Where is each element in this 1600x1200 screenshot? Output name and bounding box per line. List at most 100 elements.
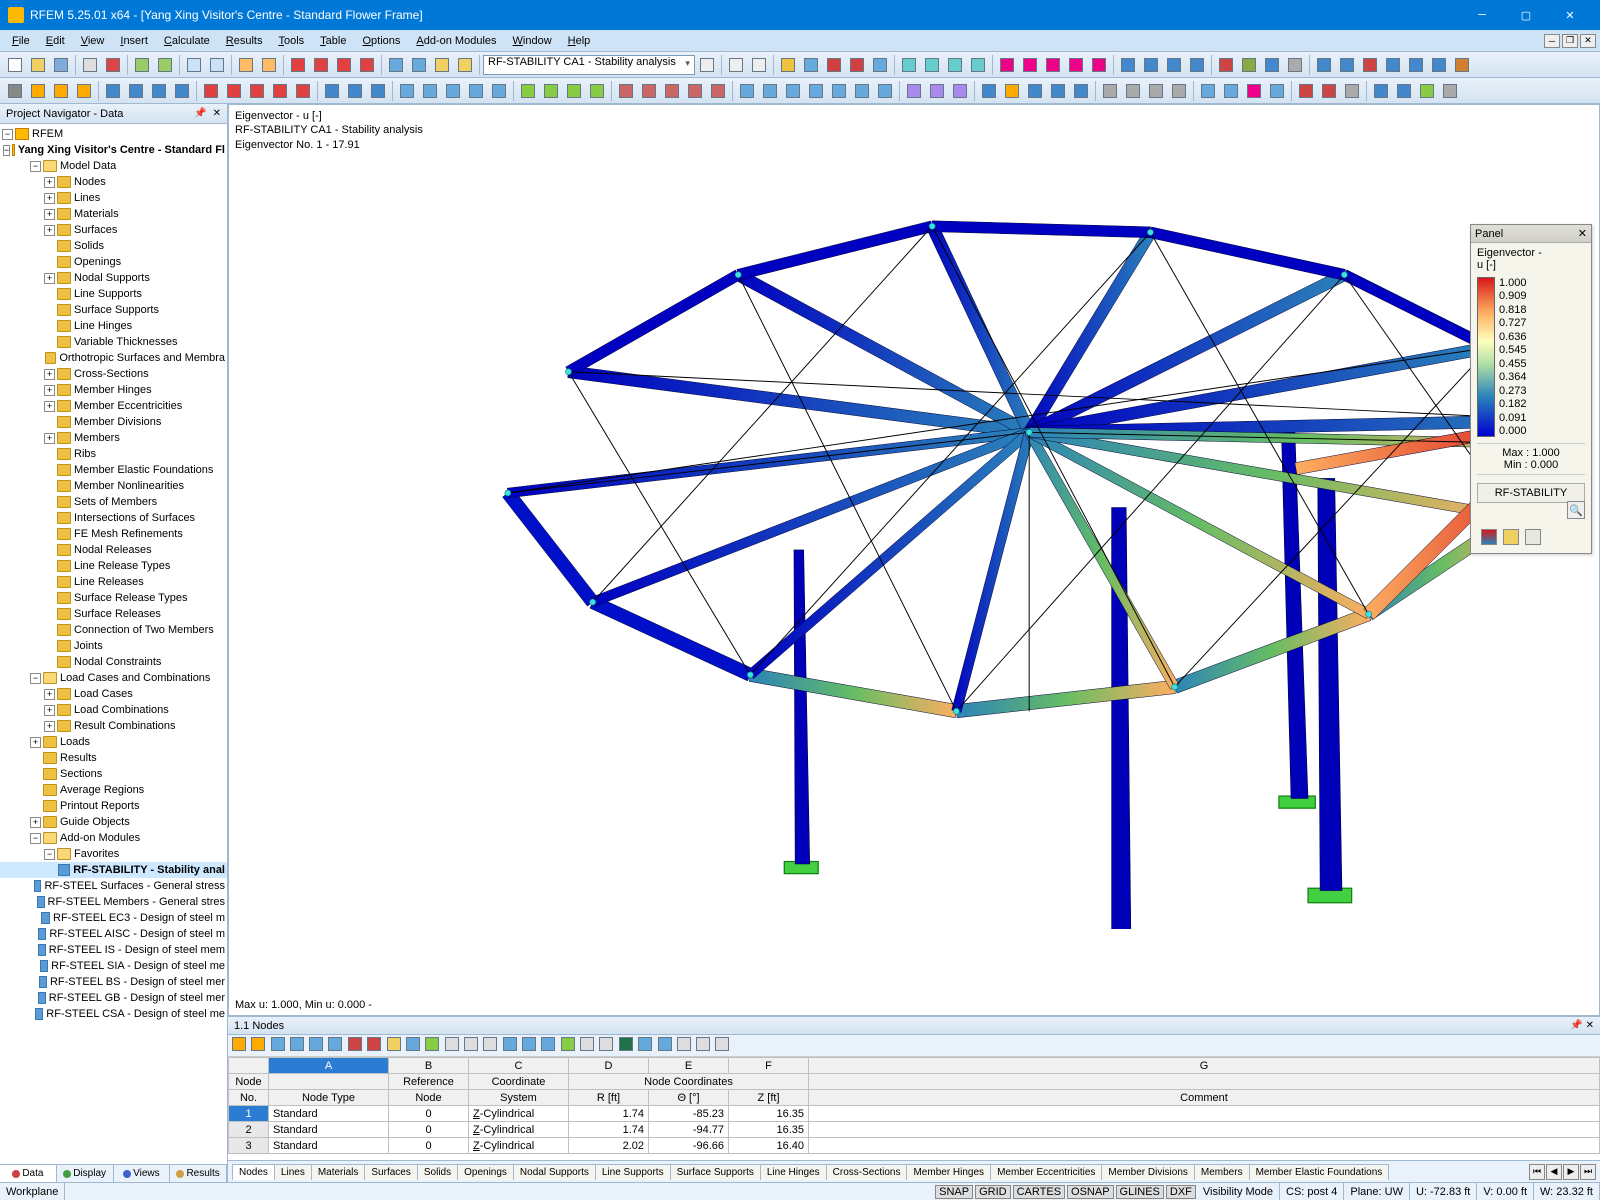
toolbar-button[interactable]	[406, 1037, 424, 1055]
tree-node[interactable]: −Model Data	[0, 158, 227, 174]
tree-node[interactable]: Surface Supports	[0, 302, 227, 318]
panel-tab-filter-icon[interactable]	[1525, 529, 1541, 545]
tab-nav-button[interactable]: ⏮	[1529, 1164, 1545, 1180]
dropdown-icon[interactable]	[696, 54, 718, 76]
toolbar-button[interactable]	[1145, 80, 1167, 102]
table-tab-member-divisions[interactable]: Member Divisions	[1101, 1164, 1194, 1180]
nav-tab-results[interactable]: Results	[170, 1165, 227, 1182]
toolbar-button[interactable]	[1197, 80, 1219, 102]
toolbar-button[interactable]	[949, 80, 971, 102]
toolbar-button[interactable]	[541, 1037, 559, 1055]
table2-icon[interactable]	[258, 54, 280, 76]
tree-node[interactable]: RF-STEEL CSA - Design of steel me	[0, 1006, 227, 1022]
toolbar-button[interactable]	[1065, 54, 1087, 76]
toolbar-button[interactable]	[171, 80, 193, 102]
table-tab-surfaces[interactable]: Surfaces	[364, 1164, 417, 1180]
tree-node[interactable]: Member Divisions	[0, 414, 227, 430]
toolbar-button[interactable]	[1001, 80, 1023, 102]
status-visibility-mode[interactable]: Visibility Mode	[1197, 1183, 1280, 1200]
toolbar-button[interactable]	[561, 1037, 579, 1055]
tree-node[interactable]: RF-STEEL Surfaces - General stress	[0, 878, 227, 894]
panel-tab-factors-icon[interactable]	[1503, 529, 1519, 545]
toolbar-button[interactable]	[522, 1037, 540, 1055]
tree-node[interactable]: +Materials	[0, 206, 227, 222]
maximize-button[interactable]: ▢	[1504, 0, 1548, 30]
toolbar-button[interactable]	[328, 1037, 346, 1055]
toolbar-button[interactable]	[661, 80, 683, 102]
tab-nav-button[interactable]: ⏭	[1580, 1164, 1596, 1180]
tree-node[interactable]: Nodal Releases	[0, 542, 227, 558]
toolbar-button[interactable]	[869, 54, 891, 76]
toolbar-button[interactable]	[851, 80, 873, 102]
tree-node[interactable]: Sets of Members	[0, 494, 227, 510]
mdi-close-button[interactable]: ✕	[1580, 34, 1596, 48]
tree-node[interactable]: +Lines	[0, 190, 227, 206]
toolbar-button[interactable]	[27, 80, 49, 102]
toolbar-button[interactable]	[1024, 80, 1046, 102]
table-tab-solids[interactable]: Solids	[417, 1164, 458, 1180]
toolbar-button[interactable]	[246, 80, 268, 102]
tree-node[interactable]: −Load Cases and Combinations	[0, 670, 227, 686]
tree-node[interactable]: Surface Release Types	[0, 590, 227, 606]
save-icon[interactable]	[50, 54, 72, 76]
toolbar-button[interactable]	[50, 80, 72, 102]
tree-node[interactable]: Printout Reports	[0, 798, 227, 814]
toolbar-button[interactable]	[73, 80, 95, 102]
next-icon[interactable]	[748, 54, 770, 76]
status-toggle-glines[interactable]: GLINES	[1116, 1185, 1164, 1199]
tree-node[interactable]: +Loads	[0, 734, 227, 750]
toolbar-button[interactable]	[503, 1037, 521, 1055]
status-toggle-grid[interactable]: GRID	[975, 1185, 1011, 1199]
toolbar-button[interactable]	[517, 80, 539, 102]
toolbar-button[interactable]	[619, 1037, 637, 1055]
menu-help[interactable]: Help	[560, 33, 599, 49]
tree-node[interactable]: −Yang Xing Visitor's Centre - Standard F…	[0, 142, 227, 158]
tree-node[interactable]: RF-STEEL BS - Design of steel mer	[0, 974, 227, 990]
toolbar-button[interactable]	[419, 80, 441, 102]
mdi-restore-button[interactable]: ❐	[1562, 34, 1578, 48]
toolbar-button[interactable]	[445, 1037, 463, 1055]
toolbar-button[interactable]	[1318, 80, 1340, 102]
tree-node[interactable]: Member Elastic Foundations	[0, 462, 227, 478]
toolbar-button[interactable]	[292, 80, 314, 102]
redo-icon[interactable]	[154, 54, 176, 76]
tree-node[interactable]: RF-STABILITY - Stability anal	[0, 862, 227, 878]
toolbar-button[interactable]	[599, 1037, 617, 1055]
tree-node[interactable]: Orthotropic Surfaces and Membra	[0, 350, 227, 366]
toolbar-button[interactable]	[425, 1037, 443, 1055]
toolbar-button[interactable]	[1295, 80, 1317, 102]
tree-node[interactable]: Nodal Constraints	[0, 654, 227, 670]
tree-node[interactable]: Line Supports	[0, 286, 227, 302]
tree-node[interactable]: Joints	[0, 638, 227, 654]
tree-node[interactable]: Line Hinges	[0, 318, 227, 334]
toolbar-button[interactable]	[1070, 80, 1092, 102]
toolbar-button[interactable]	[464, 1037, 482, 1055]
nav-tab-data[interactable]: Data	[0, 1165, 57, 1182]
toolbar-button[interactable]	[1163, 54, 1185, 76]
toolbar-button[interactable]	[696, 1037, 714, 1055]
toolbar-button[interactable]	[1238, 54, 1260, 76]
undo-icon[interactable]	[131, 54, 153, 76]
nav-tab-views[interactable]: Views	[114, 1165, 171, 1182]
toolbar-button[interactable]	[251, 1037, 269, 1055]
tree-node[interactable]: Ribs	[0, 446, 227, 462]
toolbar-button[interactable]	[898, 54, 920, 76]
panel-zoom-icon[interactable]: 🔍	[1567, 501, 1585, 519]
toolbar-button[interactable]	[926, 80, 948, 102]
toolbar-button[interactable]	[290, 1037, 308, 1055]
tree-node[interactable]: RF-STEEL AISC - Design of steel m	[0, 926, 227, 942]
toolbar-button[interactable]	[1215, 54, 1237, 76]
navigator-close-icon[interactable]: ✕	[213, 108, 221, 119]
toolbar-button[interactable]	[1439, 80, 1461, 102]
tree-node[interactable]: +Surfaces	[0, 222, 227, 238]
tree-node[interactable]: Surface Releases	[0, 606, 227, 622]
tree-node[interactable]: Average Regions	[0, 782, 227, 798]
toolbar-button[interactable]	[967, 54, 989, 76]
toolbar-button[interactable]	[232, 1037, 250, 1055]
table-tab-members[interactable]: Members	[1194, 1164, 1250, 1180]
toolbar-button[interactable]	[356, 54, 378, 76]
tree-node[interactable]: Variable Thicknesses	[0, 334, 227, 350]
tree-node[interactable]: +Load Combinations	[0, 702, 227, 718]
toolbar-button[interactable]	[348, 1037, 366, 1055]
toolbar-button[interactable]	[454, 54, 476, 76]
